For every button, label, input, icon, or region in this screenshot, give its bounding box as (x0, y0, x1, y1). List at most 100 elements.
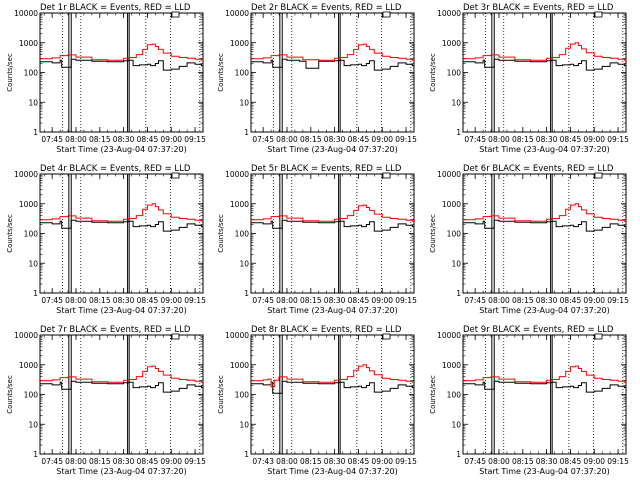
y-tick-label: 1 (33, 289, 38, 298)
x-tick-label: 09:15 (184, 135, 206, 144)
x-tick-label: 08:30 (324, 135, 346, 144)
x-tick-label: 09:00 (371, 135, 393, 144)
y-axis-label: Counts/sec (217, 214, 225, 253)
x-tick-label: 08:30 (113, 457, 135, 466)
y-tick-label: 10 (28, 259, 38, 268)
chart-panel-5: Det 5r BLACK = Events, RED = LLD Counts/s… (217, 164, 417, 315)
x-tick-label: 08:15 (512, 135, 534, 144)
plot-frame (462, 12, 627, 133)
x-axis-label: Start Time (23-Aug-04 07:37:20) (267, 145, 398, 154)
y-tick-label: 100 (447, 230, 462, 239)
y-axis-label: Counts/sec (429, 375, 437, 414)
y-axis-label: Counts/sec (6, 375, 14, 414)
x-tick-label: 08:45 (348, 296, 370, 305)
events-series-line (463, 219, 626, 232)
y-tick-label: 10 (239, 259, 249, 268)
y-axis-label: Counts/sec (217, 375, 225, 414)
y-tick-label: 1000 (442, 39, 461, 48)
x-tick-label: 08:00 (488, 296, 510, 305)
lld-series-line (463, 365, 626, 383)
x-tick-label: 07:45 (464, 135, 486, 144)
plot-frame (250, 173, 415, 294)
x-tick-label: 08:30 (324, 296, 346, 305)
y-axis-label: Counts/sec (217, 53, 225, 92)
events-series-line (40, 219, 203, 232)
chart-panel-2: Det 2r BLACK = Events, RED = LLD Counts/s… (217, 3, 417, 154)
x-tick-label: 07:45 (41, 457, 63, 466)
plot-frame (250, 12, 415, 133)
x-axis-label: Start Time (23-Aug-04 07:37:20) (56, 145, 187, 154)
x-tick-label: 08:30 (536, 296, 558, 305)
y-tick-label: 10 (451, 420, 461, 429)
x-tick-label: 09:00 (583, 296, 605, 305)
chart-panel-4: Det 4r BLACK = Events, RED = LLD Counts/s… (6, 164, 206, 315)
x-tick-label: 09:00 (371, 457, 393, 466)
x-tick-label: 09:00 (160, 296, 182, 305)
y-tick-label: 100 (235, 391, 250, 400)
lld-series-line (40, 43, 203, 61)
lld-series-line (251, 204, 414, 222)
y-tick-label: 1 (33, 128, 38, 137)
y-tick-label: 1000 (230, 200, 249, 209)
legend-box (594, 172, 603, 179)
x-tick-label: 08:30 (113, 135, 135, 144)
x-tick-label: 08:30 (324, 457, 346, 466)
x-tick-label: 09:00 (583, 457, 605, 466)
chart-panel-9: Det 9r BLACK = Events, RED = LLD Counts/s… (429, 325, 629, 476)
legend-box (382, 333, 391, 340)
x-tick-label: 08:45 (348, 457, 370, 466)
x-tick-label: 08:15 (300, 457, 322, 466)
events-series-line (463, 58, 626, 71)
x-tick-label: 08:00 (276, 296, 298, 305)
lld-series-line (463, 42, 626, 61)
x-tick-label: 07:43 (252, 457, 274, 466)
x-tick-label: 07:45 (464, 457, 486, 466)
x-tick-label: 08:45 (137, 296, 159, 305)
y-axis-label: Counts/sec (6, 214, 14, 253)
y-tick-label: 10 (451, 98, 461, 107)
x-tick-label: 08:00 (276, 135, 298, 144)
chart-panel-6: Det 6r BLACK = Events, RED = LLD Counts/s… (429, 164, 629, 315)
y-tick-label: 1 (456, 289, 461, 298)
y-tick-label: 1000 (230, 361, 249, 370)
x-tick-label: 08:15 (300, 135, 322, 144)
y-tick-label: 10000 (437, 170, 461, 179)
y-tick-label: 100 (24, 230, 39, 239)
y-tick-label: 10 (239, 420, 249, 429)
chart-title: Det 7r BLACK = Events, RED = LLD (40, 325, 191, 335)
lld-series-line (463, 203, 626, 222)
events-series-line (251, 219, 414, 232)
y-tick-label: 100 (24, 69, 39, 78)
x-tick-label: 08:45 (560, 296, 582, 305)
lld-series-line (251, 43, 414, 61)
y-tick-label: 1 (456, 128, 461, 137)
x-tick-label: 08:00 (488, 135, 510, 144)
plot-frame (39, 334, 204, 455)
x-axis-label: Start Time (23-Aug-04 07:37:20) (56, 306, 187, 315)
y-tick-label: 1000 (442, 200, 461, 209)
plot-frame (462, 334, 627, 455)
x-tick-label: 09:00 (583, 135, 605, 144)
x-tick-label: 07:45 (252, 135, 274, 144)
chart-panel-1: Det 1r BLACK = Events, RED = LLD Counts/s… (6, 3, 206, 154)
legend-box (171, 11, 180, 18)
x-tick-label: 08:15 (300, 296, 322, 305)
x-tick-label: 07:45 (41, 296, 63, 305)
x-tick-label: 09:15 (395, 296, 417, 305)
plot-frame (39, 173, 204, 294)
x-tick-label: 08:15 (512, 457, 534, 466)
y-axis-label: Counts/sec (429, 53, 437, 92)
chart-panel-3: Det 3r BLACK = Events, RED = LLD Counts/s… (429, 3, 629, 154)
x-axis-label: Start Time (23-Aug-04 07:37:20) (267, 306, 398, 315)
x-tick-label: 08:45 (560, 457, 582, 466)
plot-frame (462, 173, 627, 294)
plot-frame (39, 12, 204, 133)
y-tick-label: 10000 (225, 9, 249, 18)
legend-box (594, 333, 603, 340)
x-tick-label: 08:00 (65, 296, 87, 305)
x-tick-label: 09:15 (395, 457, 417, 466)
chart-panel-8: Det 8r BLACK = Events, RED = LLD Counts/s… (217, 325, 417, 476)
chart-title: Det 8r BLACK = Events, RED = LLD (251, 325, 402, 335)
x-tick-label: 08:15 (512, 296, 534, 305)
